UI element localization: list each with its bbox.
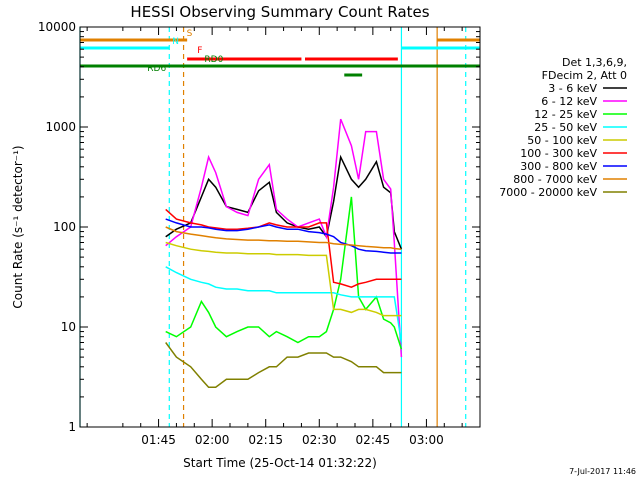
legend-label-3: 25 - 50 keV (534, 121, 597, 134)
legend-label-6: 300 - 800 keV (520, 160, 597, 173)
y-tick-label-3: 1000 (45, 120, 76, 134)
x-tick-label-4: 02:45 (356, 433, 391, 447)
legend-label-1: 6 - 12 keV (541, 95, 597, 108)
series-line-1 (165, 118, 403, 358)
y-tick-label-2: 100 (53, 220, 76, 234)
x-tick-label-3: 02:30 (302, 433, 337, 447)
series-line-5 (165, 208, 402, 289)
series-line-4 (165, 241, 402, 317)
flag-label-s: S (187, 29, 193, 39)
legend-label-0: 3 - 6 keV (548, 82, 597, 95)
x-tick-label-1: 02:00 (195, 433, 230, 447)
x-tick-label-2: 02:15 (248, 433, 283, 447)
flag-label-f: F (197, 46, 202, 56)
y-tick-label-1: 10 (61, 320, 76, 334)
axes: 01:45 02:00 02:15 02:30 02:45 03:00 1 10 100 1000… (38, 20, 480, 447)
legend-label-7: 800 - 7000 keV (513, 173, 597, 186)
series-line-3 (165, 266, 403, 343)
legend-header-0: Det 1,3,6,9, (562, 56, 627, 69)
legend-label-4: 50 - 100 keV (527, 134, 597, 147)
flag-label-n: N (172, 37, 179, 47)
series-line-6 (165, 218, 402, 254)
legend-label-2: 12 - 25 keV (534, 108, 597, 121)
x-axis-label: Start Time (25-Oct-14 01:32:22) (183, 456, 377, 470)
timestamp: 7-Jul-2017 11:46 (569, 467, 636, 476)
y-axis-label: Count Rate (s⁻¹ detector⁻¹) (11, 145, 25, 308)
chart-title: HESSI Observing Summary Count Rates (130, 3, 429, 21)
legend-header-1: FDecim 2, Att 0 (542, 69, 627, 82)
flag-label-rd6: RD6 (147, 64, 166, 74)
x-tick-label-0: 01:45 (141, 433, 176, 447)
legend-label-5: 100 - 300 keV (520, 147, 597, 160)
data-series (165, 118, 403, 388)
series-line-7 (165, 226, 402, 250)
y-tick-label-4: 10000 (38, 20, 76, 34)
flag-label-rd0: RD0 (204, 55, 223, 65)
series-line-2 (165, 196, 403, 350)
legend-label-8: 7000 - 20000 keV (499, 186, 597, 199)
y-tick-label-0: 1 (68, 420, 76, 434)
x-tick-label-5: 03:00 (409, 433, 444, 447)
series-line-8 (165, 342, 402, 388)
